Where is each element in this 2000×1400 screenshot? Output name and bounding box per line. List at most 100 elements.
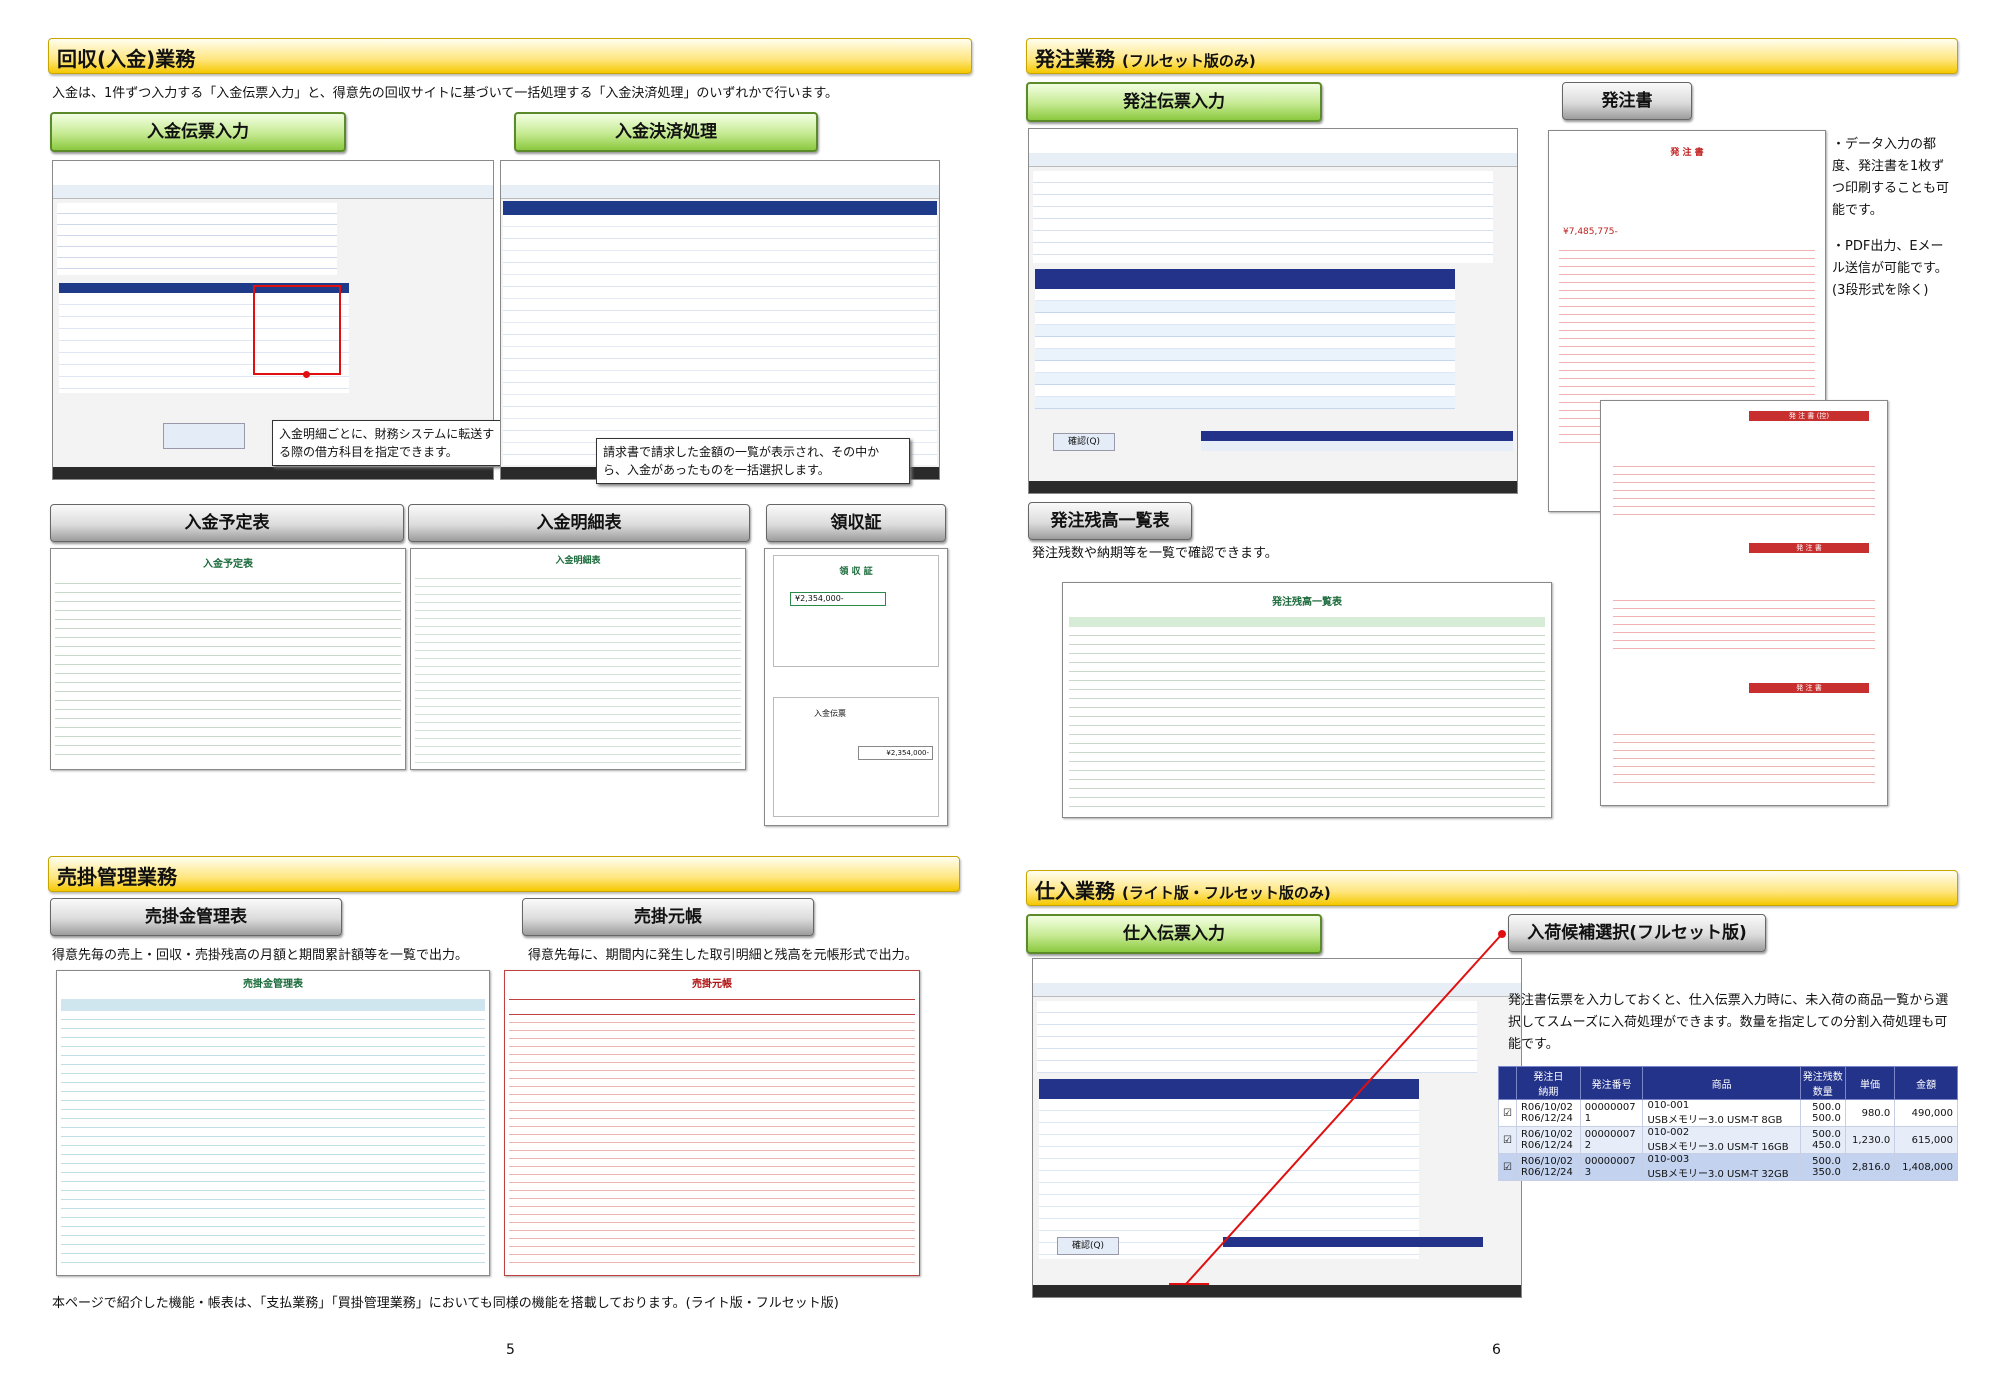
remain-qty: 500.0 (1812, 1102, 1841, 1113)
purchase-voucher-window: 確認(Q) (1032, 958, 1522, 1298)
tab-payment-schedule: 入金予定表 (50, 504, 404, 542)
tab-settlement: 入金決済処理 (514, 112, 818, 152)
confirm-button[interactable]: 確認(Q) (1057, 1237, 1119, 1255)
po-copy-title: 発 注 書 (控) (1749, 411, 1869, 421)
doc-title: 入金明細表 (555, 556, 601, 566)
page-number-left: 5 (506, 1342, 515, 1358)
order-backlog-desc: 発注残数や納期等を一覧で確認できます。 (1032, 546, 1278, 561)
section-subtitle: (ライト版・フルセット版のみ) (1121, 884, 1331, 902)
row-order-no: 00000007 1 (1579, 1099, 1644, 1127)
product-code: 010-001 (1647, 1100, 1690, 1111)
row-qty: 500.0 500.0 (1799, 1099, 1846, 1127)
due-date: R06/12/24 (1520, 1113, 1573, 1124)
product-code: 010-002 (1647, 1127, 1690, 1138)
product-code: 010-003 (1647, 1154, 1690, 1165)
section-title: 売掛管理業務 (57, 865, 177, 889)
purchase-order-3part-doc: 発 注 書 (控) 発 注 書 発 注 書 (1600, 400, 1888, 806)
doc-title: 入金予定表 (203, 559, 253, 570)
collection-description: 入金は、1件ずつ入力する「入金伝票入力」と、得意先の回収サイトに基づいて一括処理… (52, 86, 839, 101)
receipt-doc: 領 収 証 ¥2,354,000- 入金伝票 ¥2,354,000- (764, 548, 948, 826)
section-bar-ordering: 発注業務 (フルセット版のみ) (1026, 38, 1958, 74)
header-order-no: 発注番号 (1579, 1066, 1644, 1100)
due-date: R06/12/24 (1520, 1167, 1573, 1178)
receiving-candidates-table: 発注日 納期 発注番号 商品 発注残数 数量 単価 金額 ☑ R06/10/02 R0… (1498, 1066, 1958, 1181)
order-date: R06/10/02 (1520, 1129, 1573, 1140)
table-row[interactable]: ☑ R06/10/02 R06/12/24 00000007 3 010-003 US… (1498, 1153, 1958, 1181)
doc-title: 売掛金管理表 (243, 979, 303, 990)
tab-ar-management: 売掛金管理表 (50, 898, 342, 936)
remain-qty: 500.0 (1812, 1156, 1841, 1167)
doc-title: 入金伝票 (814, 709, 846, 718)
header-product: 商品 (1642, 1066, 1801, 1100)
product-name: USBメモリー3.0 USM-T 16GB (1647, 1142, 1789, 1153)
header-order-date: 発注日 (1533, 1072, 1564, 1083)
slip-amount: ¥2,354,000- (858, 746, 933, 760)
doc-title: 領 収 証 (839, 567, 873, 577)
page-number-right: 6 (1492, 1342, 1501, 1358)
section-bar-purchasing: 仕入業務 (ライト版・フルセット版のみ) (1026, 870, 1958, 906)
line-no: 1 (1584, 1113, 1592, 1124)
po-title-3: 発 注 書 (1749, 683, 1869, 693)
ar-subledger-doc: 売掛元帳 (504, 970, 920, 1276)
doc-title: 売掛元帳 (692, 979, 732, 990)
callout-dot (1498, 930, 1506, 938)
row-order-no: 00000007 3 (1579, 1153, 1644, 1181)
settlement-window (500, 160, 940, 480)
row-amount: 490,000 (1894, 1099, 1958, 1127)
row-order-no: 00000007 2 (1579, 1126, 1644, 1154)
order-backlog-doc: 発注残高一覧表 (1062, 582, 1552, 818)
po-note-print: ・データ入力の都度、発注書を1枚ずつ印刷することも可能です。 (1832, 137, 1950, 218)
order-no: 00000007 (1584, 1102, 1636, 1113)
header-qty: 数量 (1812, 1087, 1833, 1098)
callout-line-segment (1185, 933, 1503, 1285)
row-checkbox[interactable]: ☑ (1498, 1099, 1517, 1127)
table-row[interactable]: ☑ R06/10/02 R06/12/24 00000007 2 010-002 US… (1498, 1126, 1958, 1154)
section-title: 回収(入金)業務 (57, 47, 196, 71)
order-no: 00000007 (1584, 1156, 1636, 1167)
row-amount: 615,000 (1894, 1126, 1958, 1154)
purchasing-desc: 発注書伝票を入力しておくと、仕入伝票入力時に、未入荷の商品一覧から選択してスムー… (1508, 993, 1949, 1052)
doc-title: 発注残高一覧表 (1272, 597, 1342, 608)
row-checkbox[interactable]: ☑ (1498, 1153, 1517, 1181)
tab-purchase-order: 発注書 (1562, 82, 1692, 120)
section-bar-receivables: 売掛管理業務 (48, 856, 960, 892)
section-title: 仕入業務 (ライト版・フルセット版のみ) (1035, 875, 1331, 904)
footnote: 本ページで紹介した機能・帳表は、「支払業務」「買掛管理業務」においても同様の機能… (52, 1296, 839, 1311)
row-checkbox[interactable]: ☑ (1498, 1126, 1517, 1154)
tab-receiving-candidates: 入荷候補選択(フルセット版) (1508, 914, 1766, 952)
callout-voucher: 入金明細ごとに、財務システムに転送する際の借方科目を指定できます。 (272, 420, 504, 466)
section-title: 発注業務 (フルセット版のみ) (1035, 43, 1256, 72)
receipt-amount: ¥2,354,000- (790, 592, 886, 606)
row-price: 1,230.0 (1844, 1126, 1896, 1154)
callout-settlement: 請求書で請求した金額の一覧が表示され、その中から、入金があったものを一括選択しま… (596, 438, 910, 484)
po-title-2: 発 注 書 (1749, 543, 1869, 553)
line-no: 2 (1584, 1140, 1592, 1151)
row-price: 2,816.0 (1844, 1153, 1896, 1181)
row-dates: R06/10/02 R06/12/24 (1515, 1153, 1581, 1181)
tab-order-voucher: 発注伝票入力 (1026, 82, 1322, 122)
payment-schedule-doc: 入金予定表 (50, 548, 406, 770)
ar-management-doc: 売掛金管理表 (56, 970, 490, 1276)
confirm-button[interactable]: 確認(Q) (1053, 433, 1115, 451)
row-dates: R06/10/02 R06/12/24 (1515, 1099, 1581, 1127)
row-dates: R06/10/02 R06/12/24 (1515, 1126, 1581, 1154)
ar-management-desc: 得意先毎の売上・回収・売掛残高の月額と期間累計額等を一覧で出力。 (52, 948, 469, 963)
row-qty: 500.0 350.0 (1799, 1153, 1846, 1181)
section-title-text: 仕入業務 (1035, 879, 1115, 903)
order-date: R06/10/02 (1520, 1156, 1573, 1167)
table-row[interactable]: ☑ R06/10/02 R06/12/24 00000007 1 010-001 US… (1498, 1099, 1958, 1127)
order-voucher-window: 確認(Q) (1028, 128, 1518, 494)
doc-title: 発 注 書 (1670, 148, 1704, 158)
tab-order-backlog: 発注残高一覧表 (1028, 502, 1192, 540)
order-date: R06/10/02 (1520, 1102, 1573, 1113)
po-note-pdf: ・PDF出力、Eメール送信が可能です。(3段形式を除く) (1832, 239, 1948, 298)
header-dates: 発注日 納期 (1515, 1066, 1581, 1100)
tab-purchase-voucher: 仕入伝票入力 (1026, 914, 1322, 954)
ar-subledger-desc: 得意先毎に、期間内に発生した取引明細と残高を元帳形式で出力。 (528, 948, 918, 963)
row-product: 010-002 USBメモリー3.0 USM-T 16GB (1642, 1126, 1801, 1154)
row-product: 010-003 USBメモリー3.0 USM-T 32GB (1642, 1153, 1801, 1181)
section-bar-collection: 回収(入金)業務 (48, 38, 972, 74)
row-amount: 1,408,000 (1894, 1153, 1958, 1181)
section-subtitle: (フルセット版のみ) (1121, 52, 1256, 70)
